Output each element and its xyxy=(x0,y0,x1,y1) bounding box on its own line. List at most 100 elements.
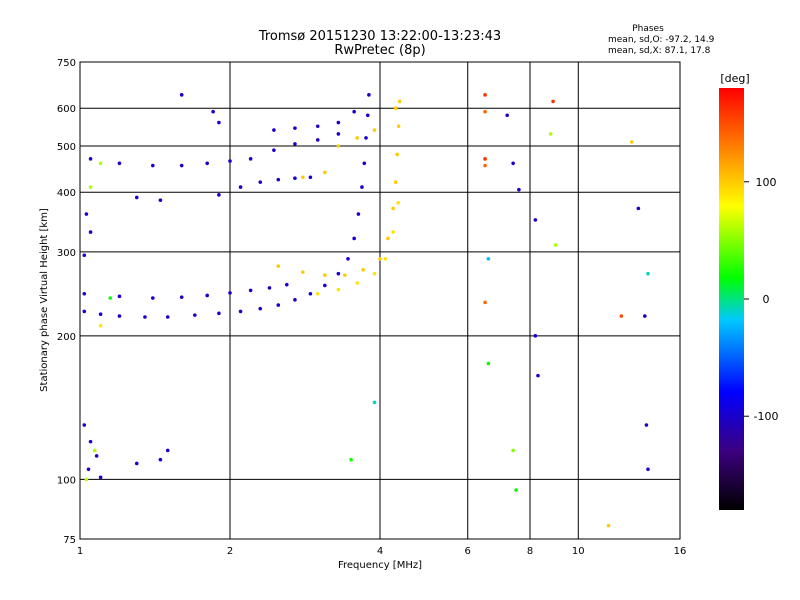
data-point xyxy=(483,93,487,97)
colorbar-tick-label: 0 xyxy=(763,293,770,306)
data-point xyxy=(258,306,263,311)
data-point xyxy=(205,161,209,166)
data-point xyxy=(86,467,91,472)
data-point xyxy=(151,163,155,168)
data-point xyxy=(308,175,313,180)
data-point xyxy=(646,271,650,276)
data-point xyxy=(511,161,515,166)
data-point xyxy=(92,448,97,453)
y-tick-label: 500 xyxy=(57,142,76,153)
data-point xyxy=(82,423,87,427)
data-point xyxy=(397,99,402,104)
data-point xyxy=(355,281,359,285)
data-points xyxy=(82,93,650,528)
phases-title: Phases xyxy=(632,24,664,34)
data-point xyxy=(315,124,320,129)
grid-lines xyxy=(80,62,680,539)
data-point xyxy=(486,361,491,366)
data-point xyxy=(98,161,103,166)
y-axis-label: Stationary phase Virtual Height [km] xyxy=(39,208,50,392)
data-point xyxy=(134,195,139,200)
data-point xyxy=(88,230,93,234)
data-point xyxy=(323,170,327,175)
x-tick-label: 2 xyxy=(227,546,233,557)
data-point xyxy=(143,315,147,319)
data-point xyxy=(301,175,305,180)
data-point xyxy=(179,93,184,97)
data-point xyxy=(293,176,297,181)
data-point xyxy=(636,206,641,211)
data-point xyxy=(536,373,540,378)
data-point xyxy=(228,291,232,295)
data-point xyxy=(179,295,184,299)
x-tick-label: 16 xyxy=(674,546,687,557)
data-point xyxy=(486,257,491,261)
y-tick-label: 600 xyxy=(57,104,76,115)
data-point xyxy=(383,257,388,261)
data-point xyxy=(117,314,122,318)
x-tick-label: 10 xyxy=(572,546,585,557)
data-point xyxy=(158,457,163,462)
data-point xyxy=(367,93,371,97)
data-point xyxy=(248,288,253,293)
data-point xyxy=(276,177,281,182)
data-point xyxy=(267,286,272,290)
data-point xyxy=(165,448,170,453)
data-point xyxy=(108,296,113,300)
data-point xyxy=(646,467,650,472)
data-point xyxy=(315,138,320,142)
phases-x-line: mean, sd,X: 87.1, 17.8 xyxy=(608,46,711,56)
data-point xyxy=(165,315,170,319)
data-point xyxy=(98,312,103,316)
data-point xyxy=(511,448,515,453)
data-point xyxy=(551,99,555,104)
data-point xyxy=(179,163,184,168)
colorbar-tick-label: -100 xyxy=(754,410,779,423)
data-point xyxy=(336,271,341,276)
x-tick-label: 6 xyxy=(465,546,471,557)
data-point xyxy=(88,185,93,189)
y-tick-label: 100 xyxy=(57,475,76,486)
data-point xyxy=(365,113,370,118)
data-point xyxy=(533,218,538,222)
data-point xyxy=(349,457,353,462)
data-point xyxy=(378,257,382,261)
data-point xyxy=(284,282,289,287)
x-tick-label: 4 xyxy=(377,546,383,557)
data-point xyxy=(293,297,297,302)
data-point xyxy=(393,106,398,111)
data-point xyxy=(372,400,377,405)
data-point xyxy=(228,159,232,163)
data-point xyxy=(98,323,103,328)
colorbar-tick-label: 100 xyxy=(756,176,777,189)
data-point xyxy=(276,264,281,268)
data-point xyxy=(272,148,276,152)
x-tick-label: 1 xyxy=(77,546,83,557)
data-point xyxy=(396,124,401,129)
data-point xyxy=(276,303,281,307)
data-point xyxy=(483,157,487,161)
data-point xyxy=(323,283,327,288)
data-point xyxy=(94,454,99,458)
data-point xyxy=(293,142,297,146)
data-point xyxy=(606,523,611,528)
data-point xyxy=(343,273,347,277)
data-point xyxy=(352,236,356,241)
data-point xyxy=(82,291,87,296)
y-tick-label: 750 xyxy=(57,58,76,69)
data-point xyxy=(88,157,93,161)
data-point xyxy=(336,132,341,136)
y-tick-label: 400 xyxy=(57,188,76,199)
data-point xyxy=(82,309,87,314)
data-point xyxy=(364,136,368,140)
data-point xyxy=(483,163,487,168)
data-point xyxy=(362,161,367,166)
data-point xyxy=(619,314,624,318)
data-point xyxy=(391,206,395,211)
x-axis-ticks: 1 2 4 6 8 10 16 xyxy=(77,546,687,557)
plot-frame xyxy=(79,61,681,540)
data-point xyxy=(483,300,487,305)
data-point xyxy=(84,212,89,216)
data-point xyxy=(293,126,297,130)
data-point xyxy=(301,270,305,274)
